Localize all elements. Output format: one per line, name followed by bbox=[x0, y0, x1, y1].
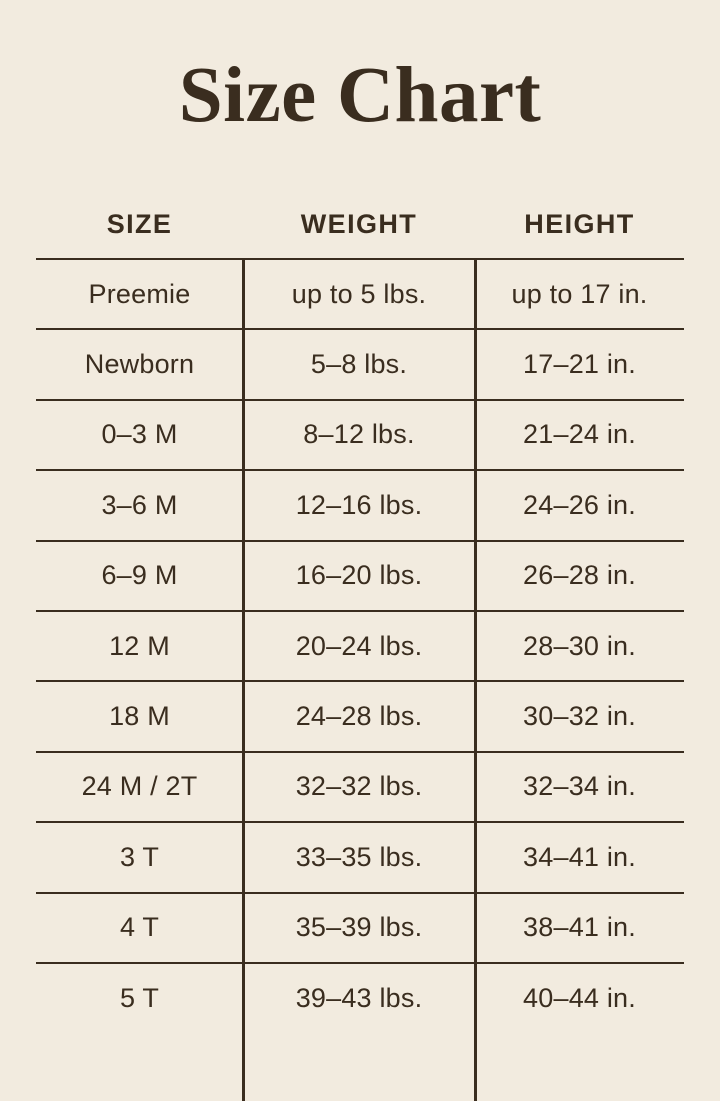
column-header-size: SIZE bbox=[106, 208, 173, 239]
table-row: 6–9 M 16–20 lbs. 26–28 in. bbox=[36, 539, 684, 610]
cell-weight: 24–28 lbs. bbox=[295, 701, 423, 732]
cell-size: 3 T bbox=[119, 841, 160, 872]
column-divider-2 bbox=[474, 258, 477, 1101]
cell-height: 40–44 in. bbox=[523, 982, 636, 1013]
cell-weight: 16–20 lbs. bbox=[295, 560, 423, 591]
cell-weight: 12–16 lbs. bbox=[295, 489, 423, 520]
cell-height: 24–26 in. bbox=[523, 489, 636, 520]
cell-weight: 5–8 lbs. bbox=[310, 349, 408, 380]
table-row: 3 T 33–35 lbs. 34–41 in. bbox=[36, 821, 684, 891]
column-header-weight: WEIGHT bbox=[300, 208, 418, 239]
cell-weight: up to 5 lbs. bbox=[291, 278, 427, 309]
cell-height: 32–34 in. bbox=[523, 771, 636, 802]
cell-weight: 32–32 lbs. bbox=[295, 771, 423, 802]
cell-size: 24 M / 2T bbox=[81, 771, 198, 802]
table-row: 24 M / 2T 32–32 lbs. 32–34 in. bbox=[36, 750, 684, 821]
cell-size: 18 M bbox=[109, 701, 170, 732]
cell-height: 38–41 in. bbox=[523, 912, 636, 943]
cell-size: Newborn bbox=[84, 349, 195, 380]
cell-weight: 33–35 lbs. bbox=[295, 841, 423, 872]
cell-height: 26–28 in. bbox=[523, 560, 636, 591]
cell-weight: 8–12 lbs. bbox=[303, 419, 415, 450]
column-divider-1 bbox=[242, 258, 245, 1101]
cell-size: 6–9 M bbox=[101, 560, 178, 591]
cell-height: 21–24 in. bbox=[523, 419, 636, 450]
size-chart-table: SIZE WEIGHT HEIGHT Preemie up to 5 lbs. … bbox=[36, 190, 684, 1101]
table-row: 18 M 24–28 lbs. 30–32 in. bbox=[36, 680, 684, 750]
page-title: Size Chart bbox=[178, 52, 542, 139]
cell-size: 5 T bbox=[119, 982, 160, 1013]
cell-height: 28–30 in. bbox=[523, 630, 636, 661]
cell-weight: 20–24 lbs. bbox=[295, 630, 423, 661]
cell-size: 3–6 M bbox=[101, 489, 178, 520]
cell-size: 12 M bbox=[109, 630, 170, 661]
cell-height: 17–21 in. bbox=[523, 349, 636, 380]
table-row: 5 T 39–43 lbs. 40–44 in. bbox=[36, 961, 684, 1032]
table-row: 0–3 M 8–12 lbs. 21–24 in. bbox=[36, 398, 684, 469]
table-header-row: SIZE WEIGHT HEIGHT bbox=[36, 190, 684, 258]
cell-height: up to 17 in. bbox=[511, 278, 648, 309]
table-row: 3–6 M 12–16 lbs. 24–26 in. bbox=[36, 469, 684, 539]
table-row: 12 M 20–24 lbs. 28–30 in. bbox=[36, 609, 684, 680]
cell-height: 30–32 in. bbox=[523, 701, 636, 732]
table-row: Preemie up to 5 lbs. up to 17 in. bbox=[36, 258, 684, 328]
cell-height: 34–41 in. bbox=[523, 841, 636, 872]
cell-size: Preemie bbox=[88, 278, 191, 309]
table-row: 4 T 35–39 lbs. 38–41 in. bbox=[36, 891, 684, 962]
cell-size: 4 T bbox=[119, 912, 160, 943]
cell-weight: 39–43 lbs. bbox=[295, 982, 423, 1013]
table-body: Preemie up to 5 lbs. up to 17 in. Newbor… bbox=[36, 258, 684, 1101]
table-row: Newborn 5–8 lbs. 17–21 in. bbox=[36, 328, 684, 398]
cell-size: 0–3 M bbox=[101, 419, 178, 450]
cell-weight: 35–39 lbs. bbox=[295, 912, 423, 943]
column-header-height: HEIGHT bbox=[524, 208, 635, 239]
